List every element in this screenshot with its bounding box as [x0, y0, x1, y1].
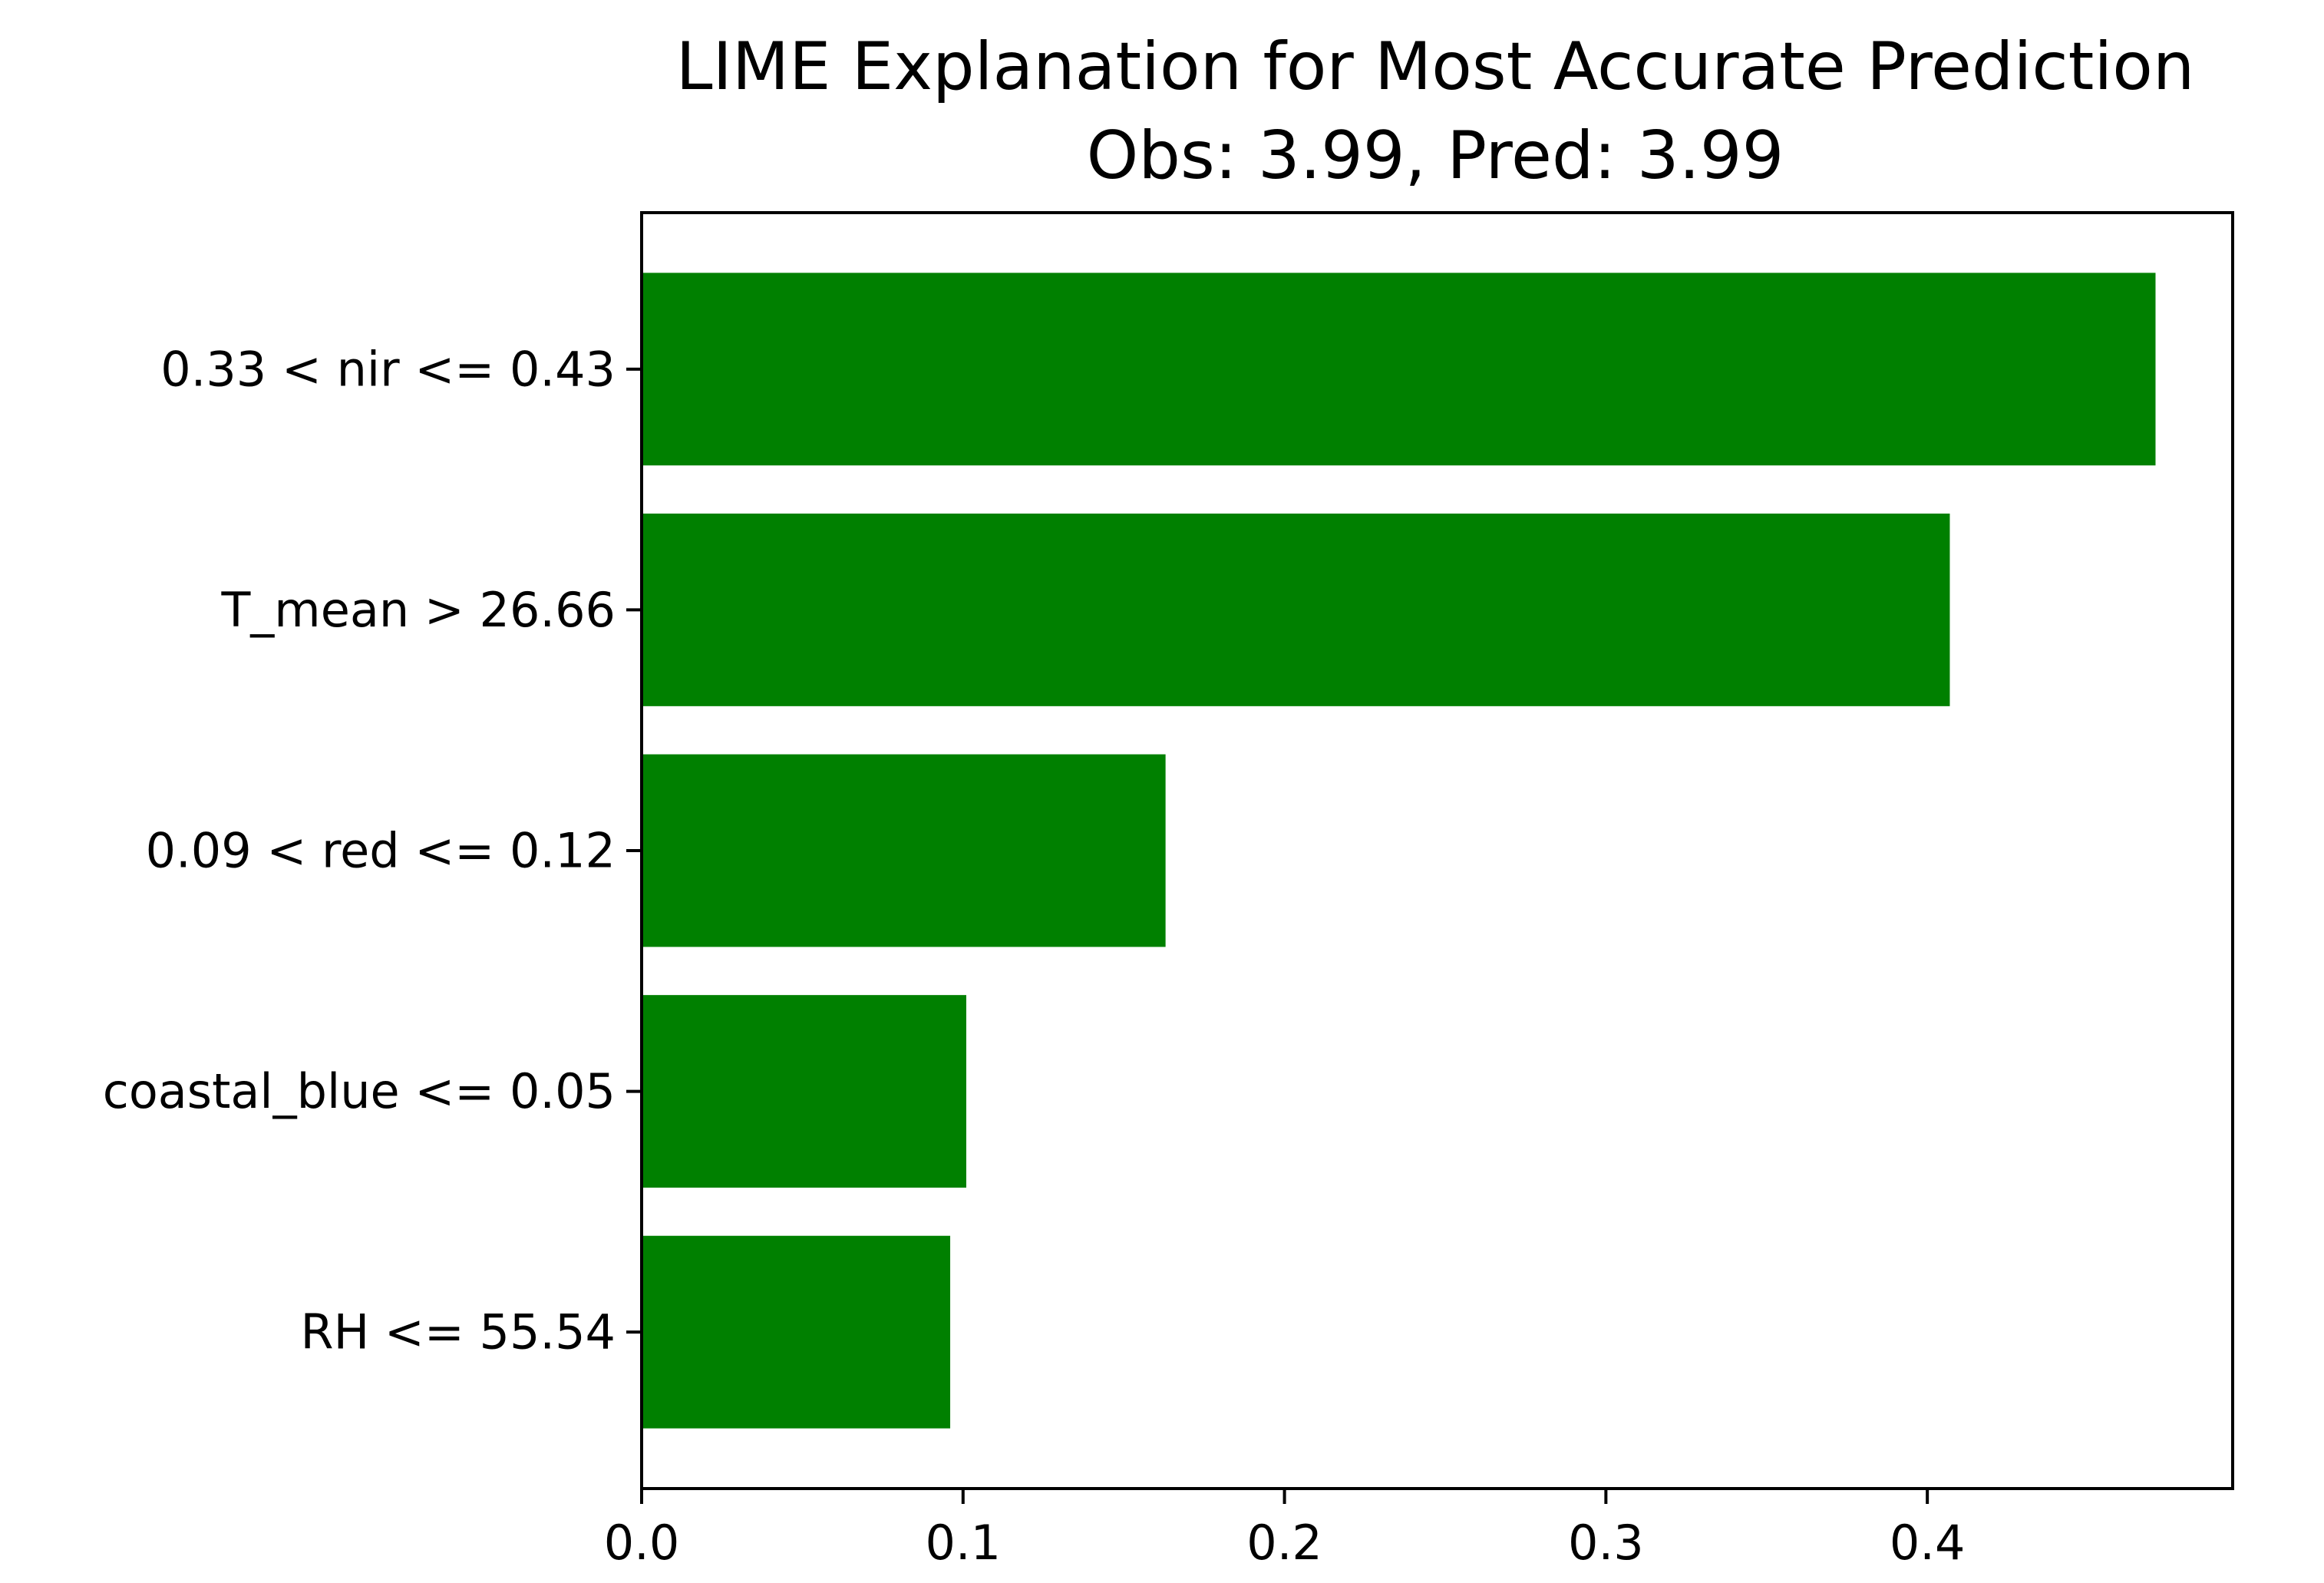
x-tick-label: 0.0 [604, 1515, 680, 1571]
bar [642, 513, 1950, 706]
bar [642, 754, 1166, 947]
plot-frame [640, 211, 2234, 1490]
bar [642, 1235, 951, 1429]
bars-layer [642, 273, 2156, 1429]
y-axis: 0.33 < nir <= 0.43 T_mean > 26.66 0.09 < r… [103, 341, 642, 1360]
bar [642, 995, 966, 1188]
y-tick-label: 0.33 < nir <= 0.43 [160, 341, 616, 397]
bar [642, 273, 2156, 466]
x-axis: 0.0 0.1 0.2 0.3 0.4 [604, 1489, 1966, 1571]
chart-title: LIME Explanation for Most Accurate Predi… [676, 28, 2195, 105]
x-tick-label: 0.3 [1568, 1515, 1644, 1571]
y-tick-label: T_mean > 26.66 [220, 582, 616, 638]
y-tick-label: RH <= 55.54 [300, 1304, 616, 1360]
x-tick-label: 0.2 [1246, 1515, 1322, 1571]
x-tick-label: 0.1 [925, 1515, 1001, 1571]
y-tick-label: 0.09 < red <= 0.12 [146, 823, 616, 879]
chart-subtitle: Obs: 3.99, Pred: 3.99 [1087, 117, 1784, 194]
x-tick-label: 0.4 [1890, 1515, 1966, 1571]
y-tick-label: coastal_blue <= 0.05 [103, 1063, 616, 1119]
